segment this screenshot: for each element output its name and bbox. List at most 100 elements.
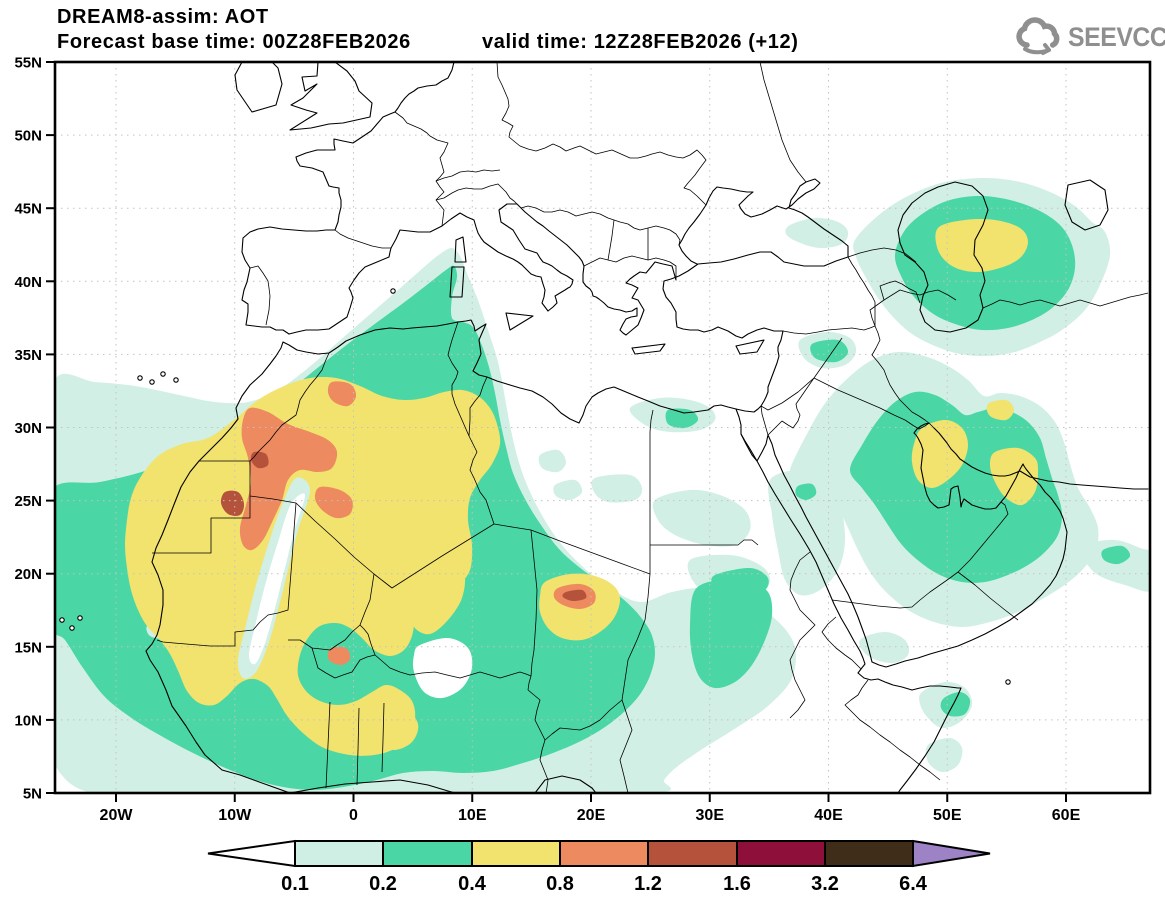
coastline — [1064, 179, 1109, 231]
valid-time-label: valid time: — [482, 31, 588, 53]
contour-region — [372, 707, 419, 750]
lat-tick-label: 25N — [14, 493, 42, 510]
valid-time: valid time: 12Z28FEB2026 (+12) — [482, 31, 799, 54]
colorbar-cell — [471, 840, 561, 867]
contour-region — [553, 479, 583, 501]
country-border — [957, 571, 1019, 621]
contour-region — [591, 474, 643, 503]
contour-region — [538, 449, 566, 473]
coastline — [449, 266, 465, 298]
island — [137, 375, 143, 381]
lon-tick-label: 40E — [814, 807, 843, 824]
contour-region — [859, 632, 910, 664]
colorbar-tick-label: 0.8 — [546, 873, 574, 895]
forecast-base-time: Forecast base time: 00Z28FEB2026 — [57, 31, 411, 54]
colorbar-cell — [559, 840, 649, 867]
country-border — [957, 501, 1009, 573]
country-border — [527, 529, 538, 691]
country-border — [435, 183, 518, 205]
contour-region — [652, 489, 751, 547]
lon-tick-label: 10W — [218, 807, 252, 824]
island — [69, 625, 75, 631]
island — [59, 617, 65, 623]
colorbar-tick-label: 0.2 — [369, 873, 397, 895]
lat-tick-label: 55N — [14, 55, 42, 72]
colorbar-cell — [736, 840, 826, 867]
country-border — [607, 219, 615, 261]
coastline — [289, 63, 373, 131]
lon-tick-label: 10E — [458, 807, 487, 824]
colorbar-under-arrow — [207, 839, 296, 868]
colorbar-cell — [382, 840, 473, 867]
country-border — [334, 229, 391, 249]
contour-region — [125, 377, 501, 756]
lat-tick-label: 15N — [14, 639, 42, 656]
country-border — [871, 325, 935, 429]
country-border — [844, 679, 941, 781]
country-border — [544, 699, 623, 741]
lat-tick-label: 50N — [14, 128, 42, 145]
lon-tick-label: 20E — [577, 807, 606, 824]
country-border — [767, 377, 815, 436]
country-border — [847, 247, 917, 263]
coastline — [454, 236, 467, 263]
contour-region — [785, 217, 849, 249]
country-border — [789, 551, 816, 719]
contour-region — [562, 589, 587, 602]
country-border — [288, 573, 375, 651]
colorbar-tick-label: 6.4 — [899, 873, 928, 895]
island — [160, 371, 166, 377]
country-border — [982, 292, 1149, 309]
country-border — [374, 654, 532, 679]
colorbar-over-arrow — [912, 839, 991, 868]
island — [77, 615, 83, 621]
lon-tick-label: 0 — [349, 807, 358, 824]
valid-time-value: 12Z28FEB2026 (+12) — [593, 31, 799, 53]
country-border — [530, 529, 651, 575]
contour-region — [1082, 539, 1149, 592]
country-border — [152, 496, 251, 554]
country-border — [325, 701, 331, 789]
coastline — [535, 775, 596, 792]
coastline — [933, 427, 1149, 490]
contour-region — [940, 691, 971, 717]
country-border — [249, 265, 271, 326]
coastline — [740, 422, 1068, 668]
contour-region — [665, 408, 699, 429]
lat-tick-label: 5N — [23, 786, 42, 803]
contour-region — [795, 483, 817, 501]
lat-tick-label: 10N — [14, 712, 42, 729]
country-border — [249, 352, 330, 462]
graticule — [56, 63, 1149, 792]
country-border — [813, 337, 843, 379]
lat-tick-label: 35N — [14, 347, 42, 364]
contour-region — [935, 219, 1028, 273]
contour-region — [412, 637, 473, 699]
colorbar-tick-label: 3.2 — [811, 873, 839, 895]
contour-region — [990, 447, 1039, 506]
contour-region — [327, 647, 351, 666]
map-axes: 55N 50N 45N 40N 35N 30N 25N 20N 15N 10N 5N 20W 10W 0 1… — [14, 55, 1152, 824]
island — [390, 288, 396, 294]
contour-region — [986, 399, 1014, 421]
coastline — [145, 178, 849, 792]
country-border — [199, 460, 495, 589]
country-border — [760, 377, 815, 411]
contour-region — [911, 420, 968, 488]
country-border — [356, 707, 360, 786]
lat-tick-label: 20N — [14, 566, 42, 583]
coastline — [234, 63, 283, 113]
country-border — [883, 289, 957, 301]
country-border — [831, 571, 959, 609]
coastline — [897, 181, 989, 333]
country-border — [435, 169, 501, 182]
product-title: DREAM8-assim: AOT — [57, 6, 269, 28]
country-border — [447, 321, 470, 437]
country-border — [821, 616, 862, 670]
country-border — [649, 409, 654, 545]
lat-tick-label: 45N — [14, 201, 42, 218]
colorbar: 0.1 0.2 0.4 0.8 1.2 1.6 3.2 6.4 — [207, 839, 991, 895]
country-border — [311, 624, 376, 679]
